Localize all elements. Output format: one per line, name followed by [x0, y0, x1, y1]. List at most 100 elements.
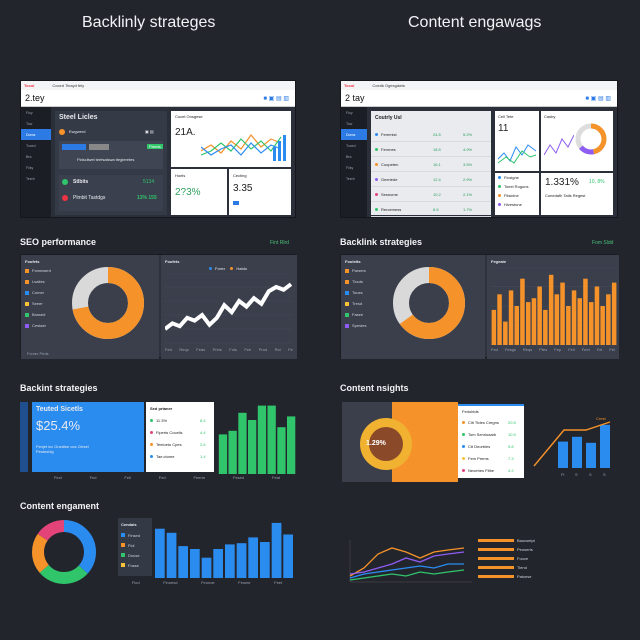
- bar: [611, 282, 617, 345]
- sidebar-item[interactable]: Fioy: [26, 110, 33, 115]
- x-tick-label: Fect: [53, 475, 62, 480]
- item-icon: [462, 444, 465, 448]
- section-title-backint: Backint strategies: [20, 383, 98, 393]
- legend-item: Fasee: [345, 309, 366, 320]
- list-item[interactable]: Hivestone: [495, 200, 539, 209]
- toolbar-icons[interactable]: ■ ▣ ▤ ▥: [263, 95, 289, 102]
- list-item[interactable]: Neoehes Fitbe 4.2: [462, 464, 522, 476]
- list-item[interactable]: Fitsiclne: [495, 191, 539, 200]
- x-tick-label: Fee: [244, 347, 252, 352]
- donut-center-value: 1.29%: [366, 440, 386, 447]
- bar: [589, 302, 594, 345]
- highlight-card[interactable]: Teuted Sicetls $25.4% Fenjet lcc Ouedise…: [32, 402, 144, 472]
- blue-chip: [62, 144, 86, 150]
- insights-list: Fedohtds Cllt Ttdes Cregns 20.5 Tom Senrlo…: [458, 404, 524, 478]
- bar: [600, 306, 605, 345]
- bar: [271, 522, 282, 578]
- legend-item: Fosse: [121, 560, 140, 570]
- browser-bar: Tocol Coedk Ogesgdwls: [341, 81, 617, 90]
- table-row[interactable]: Sesnome 10.2 2.1%: [371, 187, 491, 202]
- item-label: Hivestone: [504, 202, 522, 207]
- x-tick-label: Feas: [196, 347, 206, 352]
- x-tick-label: Fel: [609, 347, 615, 352]
- mini-card-title: Cecting: [233, 173, 247, 178]
- sidebar-item[interactable]: Fioy: [346, 110, 353, 115]
- insights-combo-chart: Crest Fl S S S: [533, 416, 611, 477]
- list-item[interactable]: Teeloeto Cpes 2.6: [150, 438, 212, 450]
- legend-swatch: [345, 290, 349, 295]
- bar: [277, 427, 286, 474]
- legend-swatch: [345, 301, 349, 306]
- row-icon: [375, 192, 378, 196]
- sidebar-item-active[interactable]: Doma: [341, 129, 367, 140]
- legend-label: Comer: [32, 290, 45, 295]
- row-value: 10.2: [433, 191, 441, 197]
- backlink-link[interactable]: Fom Sldd: [592, 240, 614, 246]
- sidebar-item[interactable]: Tow: [26, 121, 33, 126]
- sidebar-item[interactable]: Tooed: [26, 143, 36, 148]
- browser-tab[interactable]: Coced Tinayd fely: [52, 83, 85, 88]
- table-row[interactable]: Geerlede 12.4 2.9%: [371, 172, 491, 187]
- sidebar-item[interactable]: Tow: [346, 121, 353, 126]
- seo-link[interactable]: Fint Rlrd: [270, 240, 289, 246]
- item-label: Fem Prems: [468, 455, 489, 461]
- legend-item: Finsed: [121, 530, 140, 540]
- bar: [236, 543, 247, 578]
- bar: [558, 441, 568, 468]
- browser-tab[interactable]: Coedk Ogesgdwls: [372, 83, 405, 88]
- bar: [155, 528, 165, 578]
- legend-item: Spestes: [345, 320, 366, 331]
- list-item[interactable]: Toeel Roguns: [495, 182, 539, 191]
- item-label: Ctt Deorbles: [468, 443, 491, 449]
- list-item[interactable]: Ctt Deorbles 9.8: [462, 440, 522, 452]
- series-line: [165, 282, 293, 331]
- legend-label: Patcese: [517, 574, 532, 579]
- list-item[interactable]: Tae.ctome 1.4: [150, 450, 212, 462]
- legend-label: Fiol: [128, 542, 135, 548]
- legend-bar: [478, 566, 514, 569]
- sidebar-item[interactable]: Teerh: [346, 176, 355, 181]
- list-item[interactable]: Ficsigne: [495, 173, 539, 182]
- mini-card-value: 2?3%: [175, 187, 201, 198]
- list-item[interactable]: Tom Senrloaarb 10.5: [462, 428, 522, 440]
- chart-card-title: Cell Tete: [498, 114, 514, 119]
- page-title: 2.tey: [25, 93, 45, 103]
- item-label: Cllt Ttdes Cregns: [468, 419, 499, 425]
- toolbar-icons[interactable]: ■ ▣ ▤ ▥: [585, 95, 611, 102]
- table-row[interactable]: Feremist 24.5 5.2%: [371, 127, 491, 142]
- bar: [213, 549, 223, 578]
- sidebar-item[interactable]: Tooed: [346, 143, 356, 148]
- list-item[interactable]: Cllt Ttdes Cregns 20.5: [462, 416, 522, 428]
- table-row[interactable]: Rercemess 8.6 1.7%: [371, 202, 491, 217]
- chart-card: Cell Tete 11: [495, 111, 539, 171]
- legend-label: Parsers: [352, 268, 366, 273]
- panel-icons[interactable]: ▣ ▤: [145, 129, 154, 134]
- legend-item: Seeer: [25, 298, 51, 309]
- table-row[interactable]: Coopeten 16.1 3.5%: [371, 157, 491, 172]
- list-item[interactable]: Fiperts Cocelis 4.4: [150, 426, 212, 438]
- list-item[interactable]: 11.3% 8.4: [150, 414, 212, 426]
- sidebar-item[interactable]: Teerh: [26, 176, 35, 181]
- list-item[interactable]: Fem Prems 7.3: [462, 452, 522, 464]
- sidebar-item[interactable]: Bra: [346, 154, 352, 159]
- bar: [178, 546, 188, 578]
- bar: [571, 290, 577, 345]
- sidebar-item[interactable]: Bra: [26, 154, 32, 159]
- item-icon: [498, 194, 501, 197]
- legend-label: Cestaer: [32, 323, 47, 328]
- fiseds-button[interactable]: Fiseds: [147, 144, 163, 149]
- legend-item: Forex: [215, 266, 226, 271]
- bar: [514, 306, 519, 345]
- line-series-legend: Baocsetpt Peoserts Fouve Tiend Patcese: [478, 536, 535, 581]
- legend-swatch: [121, 543, 125, 547]
- item-icon: [150, 430, 153, 434]
- sidebar-item[interactable]: Fiisy: [26, 165, 34, 170]
- x-tick-label: Fel: [596, 347, 603, 352]
- sidebar-item[interactable]: Fiisy: [346, 165, 354, 170]
- x-tick-label: Fed: [89, 475, 97, 480]
- sidebar-item-active[interactable]: Doma: [21, 129, 51, 140]
- item-icon: [462, 420, 465, 424]
- orange-dot-icon: [59, 129, 65, 135]
- table-row[interactable]: Fenrnes 18.5 4.9%: [371, 142, 491, 157]
- legend-bar: [478, 575, 514, 578]
